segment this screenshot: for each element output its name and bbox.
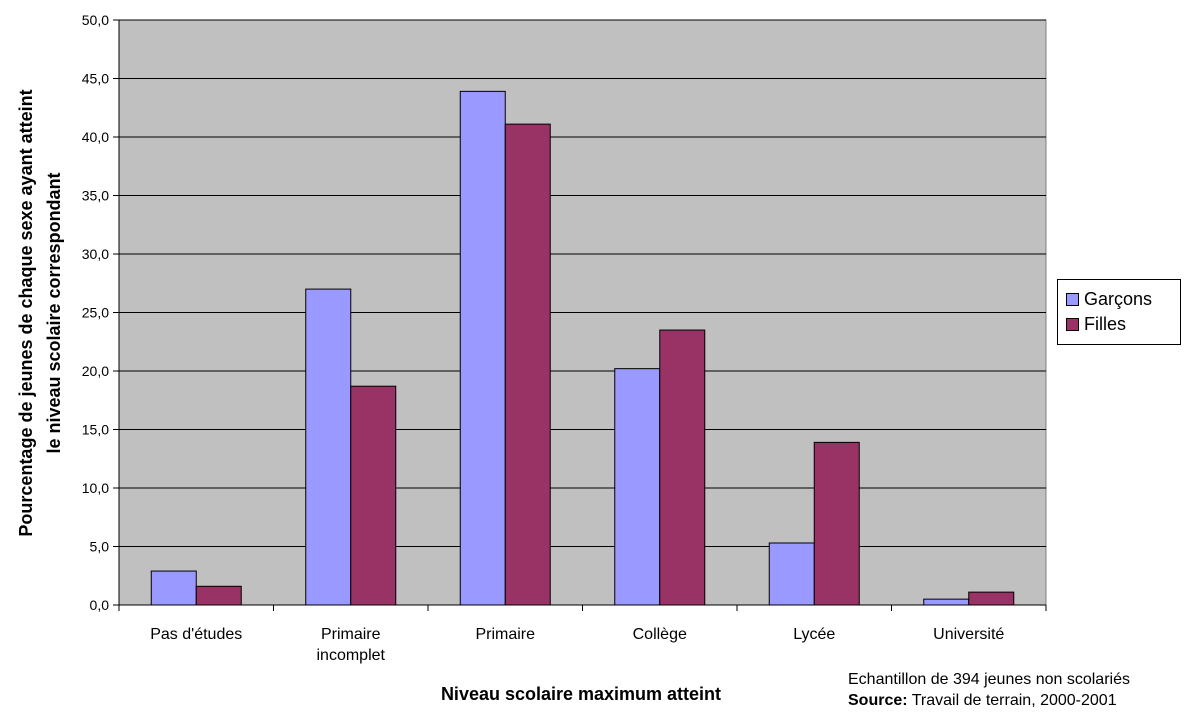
y-tick-label: 45,0 — [82, 71, 109, 87]
y-tick-label: 20,0 — [82, 363, 109, 379]
bar-garcons — [923, 598, 970, 606]
bar-filles — [968, 591, 1015, 606]
source-label: Source: — [848, 692, 908, 709]
legend: Garçons Filles — [1057, 279, 1181, 345]
y-tick-label: 30,0 — [82, 246, 109, 262]
y-tick-label: 15,0 — [82, 422, 109, 438]
legend-swatch-filles — [1066, 318, 1079, 331]
bar-garcons — [614, 368, 661, 606]
y-tick-label: 10,0 — [82, 480, 109, 496]
x-category-label: Lycée — [793, 626, 835, 643]
bar-filles — [813, 441, 860, 606]
x-category-label: Pas d'études — [150, 626, 242, 643]
source-note: Source: Travail de terrain, 2000-2001 — [848, 692, 1117, 710]
x-category-label: Primaire incomplet — [317, 626, 386, 664]
legend-label-garcons: Garçons — [1084, 289, 1153, 309]
x-category-label: Université — [933, 626, 1004, 643]
y-axis-title: Pourcentage de jeunes de chaque sexe aya… — [16, 89, 64, 536]
y-tick-label: 40,0 — [82, 129, 109, 145]
legend-item-garcons: Garçons — [1066, 287, 1180, 312]
legend-swatch-garcons — [1066, 293, 1079, 306]
bar-filles — [350, 385, 397, 606]
gridlines — [119, 19, 1046, 547]
y-tick-label: 50,0 — [82, 12, 109, 28]
legend-item-filles: Filles — [1066, 312, 1180, 337]
legend-label-filles: Filles — [1084, 314, 1127, 334]
bar-garcons — [768, 542, 815, 606]
x-category-label: Collège — [633, 626, 687, 643]
y-tick-label: 35,0 — [82, 188, 109, 204]
x-category-labels: Pas d'études Primaire incomplet Primaire Col… — [150, 626, 1004, 664]
y-tick-label: 5,0 — [90, 539, 110, 555]
source-text: Travail de terrain, 2000-2001 — [907, 692, 1117, 709]
bar-filles — [504, 123, 551, 606]
bar-garcons — [305, 288, 352, 606]
y-tick-label: 25,0 — [82, 305, 109, 321]
axes — [113, 19, 1047, 611]
x-axis-title: Niveau scolaire maximum atteint — [441, 684, 721, 704]
bar-filles — [659, 329, 706, 606]
x-category-label: Primaire — [475, 626, 535, 643]
y-tick-label: 0,0 — [90, 597, 110, 613]
sample-note: Echantillon de 394 jeunes non scolariés — [848, 671, 1130, 688]
bar-filles — [195, 585, 242, 606]
bar-garcons — [150, 570, 197, 606]
y-tick-labels: 0,0 5,0 10,0 15,0 20,0 25,0 30,0 35,0 40,0 45,0 50… — [82, 12, 109, 613]
bar-garcons — [459, 90, 506, 606]
